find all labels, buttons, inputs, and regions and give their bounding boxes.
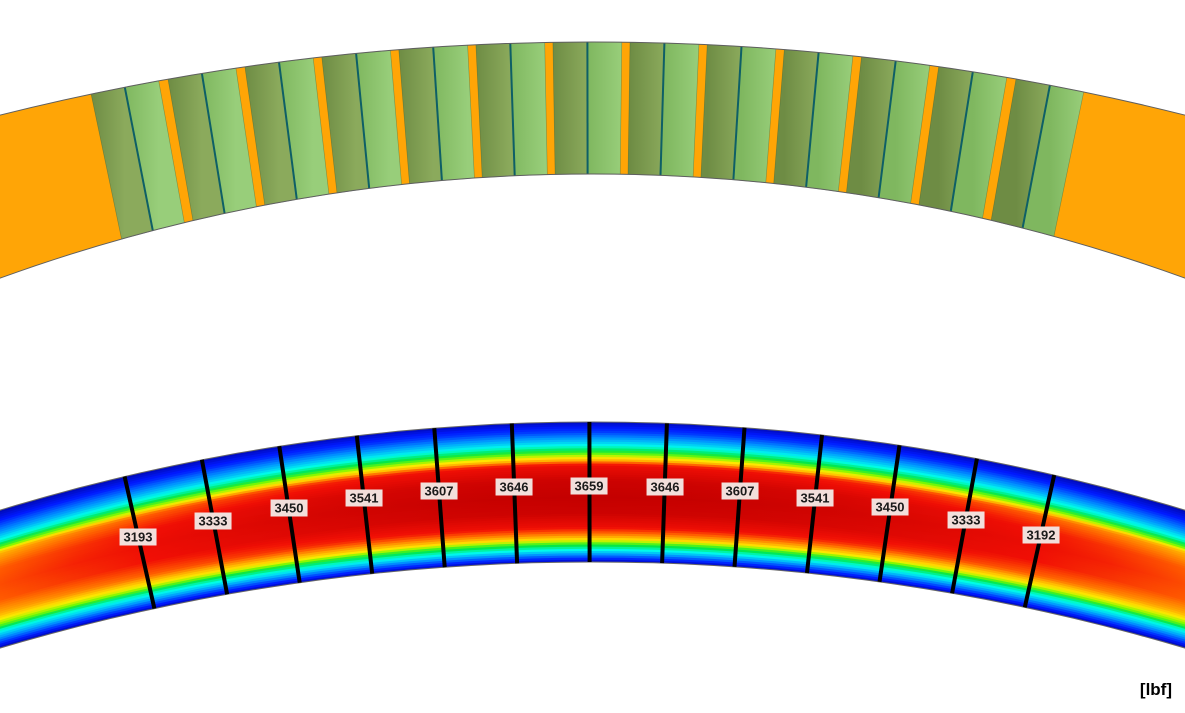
force-value-label: 3646: [646, 478, 684, 496]
heat-band-strip: [0, 463, 1185, 556]
panel-fold-line: [355, 53, 371, 189]
force-value-label: 3450: [871, 498, 909, 516]
heat-band-strip: [0, 470, 1185, 563]
heat-band-strip: [0, 511, 1185, 603]
heat-band-strip: [0, 551, 1185, 642]
heat-band-strip: [0, 467, 1185, 560]
heat-band-strip: [0, 465, 1185, 558]
heat-band-strip: [0, 472, 1185, 565]
heat-band-strip: [0, 459, 1185, 552]
arch-band-outline: [0, 41, 1185, 279]
heat-band-strip: [0, 513, 1185, 606]
heat-band-strip: [0, 432, 1185, 526]
heat-band-strip: [0, 518, 1185, 610]
unit-label: [lbf]: [1139, 680, 1172, 699]
panel-fold-line: [805, 52, 820, 188]
panel-left-face: [627, 41, 665, 176]
heat-band-strip: [0, 520, 1185, 612]
heat-band-strip: [0, 450, 1185, 543]
force-value-label: 3607: [420, 482, 458, 500]
force-value-label: 3333: [947, 511, 985, 529]
heat-band-strip: [0, 448, 1185, 541]
heat-band-strip: [0, 516, 1185, 608]
panel-right-face: [587, 41, 623, 175]
heat-band-strip: [0, 437, 1185, 530]
panel-fold-line: [123, 87, 154, 231]
heat-band-strip: [0, 452, 1185, 545]
force-value-label: 3541: [796, 489, 834, 507]
heat-band-outer-edge: [0, 421, 1185, 511]
heat-band-strip: [0, 522, 1185, 614]
force-value-label: 3541: [345, 489, 383, 507]
panel-right-face: [509, 42, 548, 177]
heat-band-strip: [0, 426, 1185, 519]
heat-band-strip: [0, 446, 1185, 539]
heat-band-strip: [0, 557, 1185, 649]
heat-band-strip: [0, 454, 1185, 547]
force-value-label: 3607: [721, 482, 759, 500]
force-value-label: 3646: [495, 478, 533, 496]
heat-band-strip: [0, 461, 1185, 554]
force-value-label: 3192: [1022, 526, 1060, 544]
heat-band-strip: [0, 443, 1185, 537]
heat-band-inner-edge: [0, 561, 1185, 649]
panel-left-face: [475, 43, 516, 178]
panel-right-face: [660, 42, 700, 178]
force-value-label: 3193: [119, 528, 157, 546]
panel-fold-line: [509, 43, 516, 176]
heat-band-strip: [0, 435, 1185, 528]
heat-band-strip: [0, 430, 1185, 524]
force-value-label: 3333: [194, 512, 232, 530]
panel-fold-line: [732, 46, 743, 180]
heat-band-strip: [0, 474, 1185, 567]
panel-fold-line: [949, 71, 974, 212]
force-value-label: 3659: [570, 477, 608, 495]
heat-band-strip: [0, 439, 1185, 532]
heat-band-strip: [0, 555, 1185, 646]
panel-fold-line: [200, 73, 226, 214]
panel-fold-line: [432, 47, 443, 181]
force-value-label: 3450: [270, 499, 308, 517]
heat-band-strip: [0, 441, 1185, 534]
panel-fold-line: [278, 62, 298, 200]
panel-fold-line: [877, 60, 897, 198]
panel-fold-line: [659, 43, 666, 176]
heat-band-strip: [0, 457, 1185, 550]
panel-left-face: [552, 41, 588, 175]
heat-band-strip: [0, 424, 1185, 517]
heat-band-strip: [0, 428, 1185, 521]
heat-band-strip: [0, 553, 1185, 644]
panel-fold-line: [1021, 85, 1051, 229]
heat-band-strip: [0, 422, 1185, 515]
heat-band-strip: [0, 559, 1185, 649]
